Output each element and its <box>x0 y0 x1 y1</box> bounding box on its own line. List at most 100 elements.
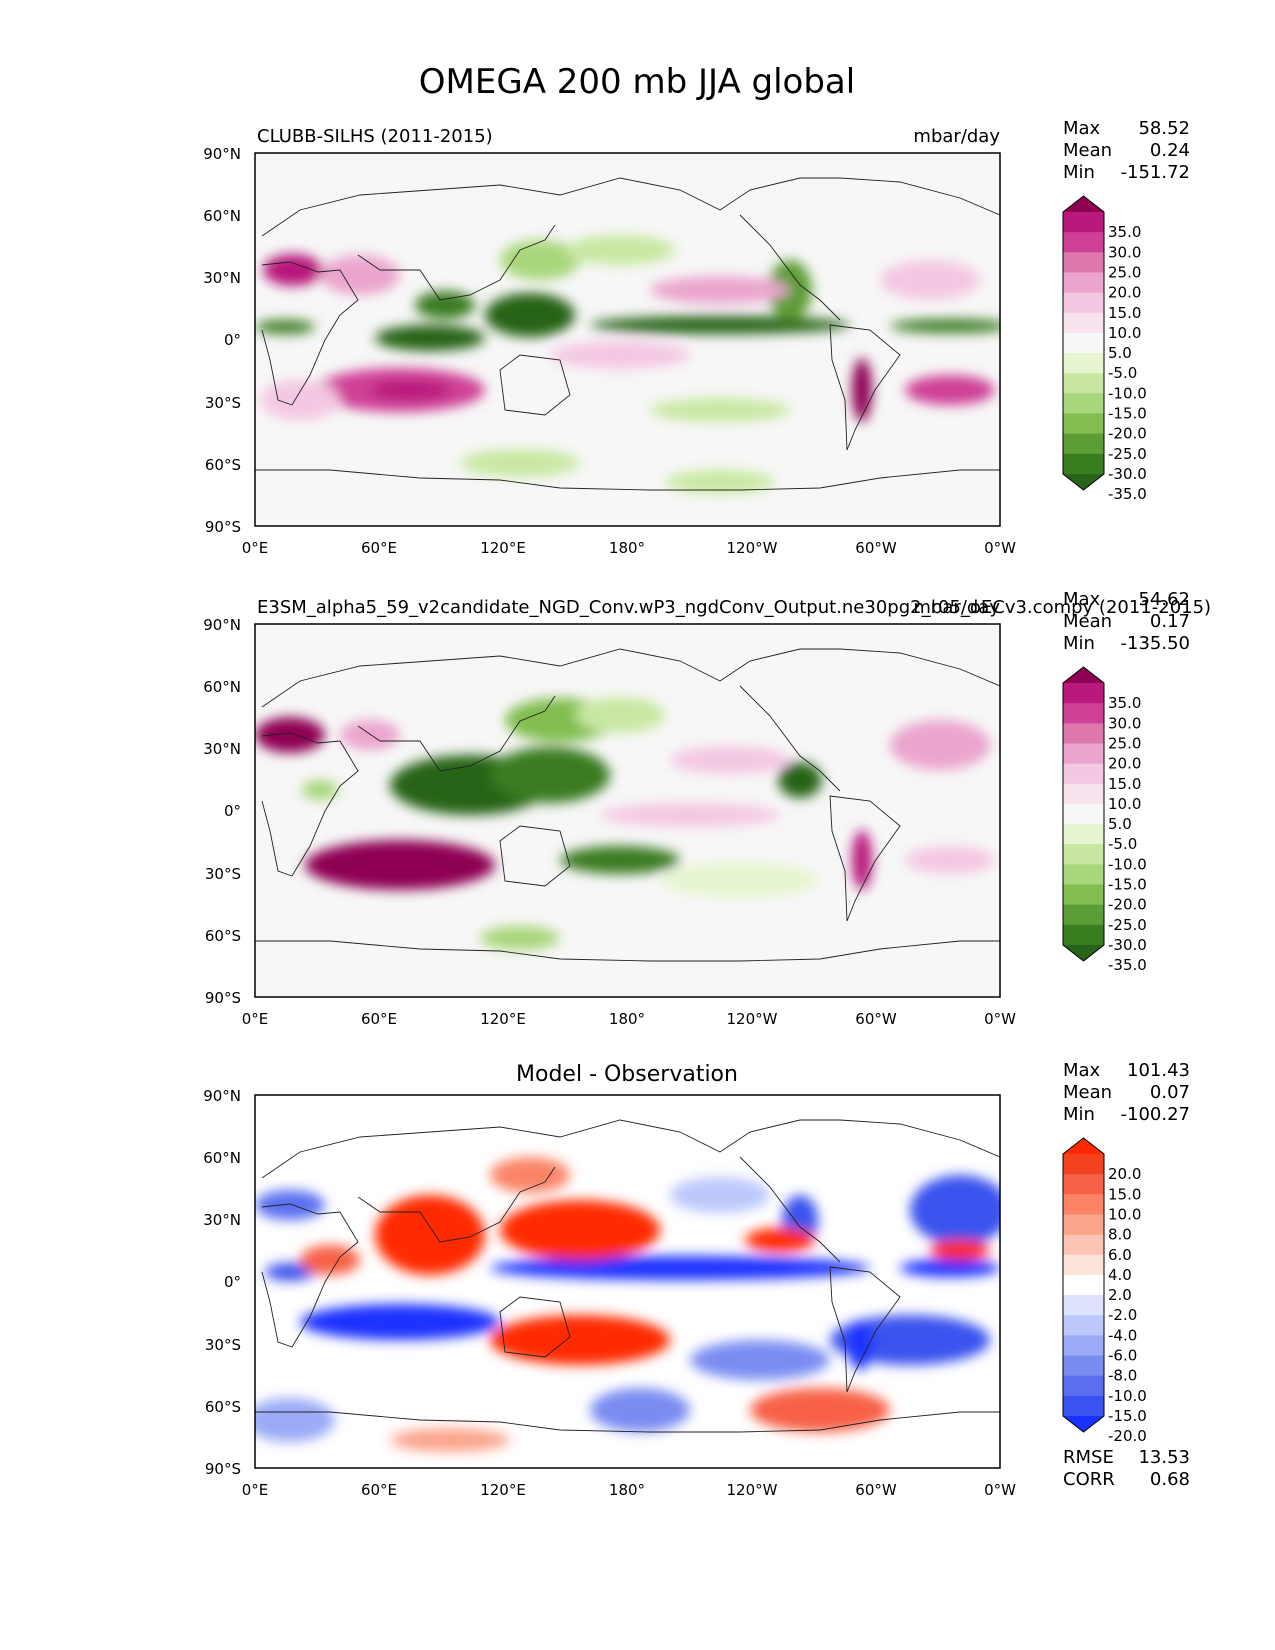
colorbar-extend-min <box>1063 1416 1104 1432</box>
upward-motion-north-pacific <box>565 235 675 265</box>
colorbar-segment <box>1063 413 1104 435</box>
colorbar-segment <box>1063 232 1104 253</box>
stat-label-mean: Mean <box>1063 611 1112 632</box>
colorbar: 20.0 15.0 10.0 8.0 6.0 4.0 2.0 -2.0 -4.0 -6.0 -8.0… <box>1062 1137 1147 1445</box>
upward-motion-south-pacific <box>650 398 790 422</box>
subsidence-south-indian-core <box>370 380 450 400</box>
stats-block: Max 54.62 Mean 0.17 Min -135.50 <box>1063 589 1190 654</box>
upward-motion-north-pacific <box>575 697 665 733</box>
subsidence-north-pacific <box>670 746 790 774</box>
subsidence-south-atlantic <box>905 375 995 405</box>
x-tick-label: 60°E <box>361 539 397 557</box>
stats-block: Max 58.52 Mean 0.24 Min -151.72 <box>1063 118 1190 183</box>
stat-label-min: Min <box>1063 633 1095 654</box>
colorbar-tick-label: -20.0 <box>1108 1427 1147 1445</box>
colorbar-tick-label: -10.0 <box>1108 855 1147 873</box>
y-axis-ticks: 90°N 60°N 30°N 0° 30°S 60°S 90°S <box>203 616 241 1007</box>
y-tick-label: 60°S <box>205 456 241 474</box>
colorbar-segment <box>1063 1375 1104 1397</box>
colorbar-segment <box>1063 803 1104 825</box>
negative-south-america <box>848 1320 872 1370</box>
subsidence-middle-east <box>340 720 400 750</box>
y-tick-label: 60°N <box>203 678 241 696</box>
colorbar-tick-label: 10.0 <box>1108 1205 1141 1223</box>
x-axis-ticks: 0°E 60°E 120°E 180° 120°W 60°W 0°W <box>242 1481 1016 1499</box>
coastlines <box>255 1119 1000 1433</box>
panel-units-label: mbar/day <box>913 597 1000 618</box>
positive-africa <box>300 1245 360 1275</box>
upward-motion-south-pacific <box>660 862 820 898</box>
x-tick-label: 120°W <box>727 1010 778 1028</box>
y-tick-label: 60°N <box>203 1149 241 1167</box>
y-tick-label: 30°N <box>203 269 241 287</box>
colorbar-segment <box>1063 1315 1104 1336</box>
colorbar-segment <box>1063 904 1104 926</box>
x-tick-label: 60°E <box>361 1010 397 1028</box>
colorbar-segment <box>1063 1214 1104 1236</box>
colorbar-segment <box>1063 1355 1104 1377</box>
colorbar-extend-min <box>1063 474 1104 490</box>
y-tick-label: 60°S <box>205 1398 241 1416</box>
colorbar-segment <box>1063 844 1104 865</box>
colorbar-segment <box>1063 1174 1104 1195</box>
stat-value-rmse: 13.53 <box>1138 1447 1190 1468</box>
stat-value-mean: 0.07 <box>1150 1082 1190 1103</box>
positive-south-pacific <box>490 1315 670 1365</box>
x-tick-label: 180° <box>609 1010 645 1028</box>
positive-central-america <box>745 1228 815 1252</box>
upward-motion-africa <box>302 780 338 800</box>
colorbar-tick-label: 2.0 <box>1108 1286 1132 1304</box>
upward-motion-warm-pool <box>490 747 610 803</box>
y-tick-label: 30°S <box>205 865 241 883</box>
colorbar-segment <box>1063 703 1104 724</box>
x-tick-label: 60°W <box>855 1010 897 1028</box>
stat-value-max: 101.43 <box>1127 1060 1190 1081</box>
y-axis-ticks: 90°N 60°N 30°N 0° 30°S 60°S 90°S <box>203 1087 241 1478</box>
y-tick-label: 30°S <box>205 1336 241 1354</box>
colorbar-segment <box>1063 373 1104 394</box>
y-tick-label: 0° <box>224 1273 241 1291</box>
colorbar-tick-label: -4.0 <box>1108 1326 1137 1344</box>
subsidence-middle-east <box>320 255 400 295</box>
colorbar-tick-label: -5.0 <box>1108 364 1137 382</box>
colorbar-segment <box>1063 1194 1104 1215</box>
rmse-corr-block: RMSE 13.53 CORR 0.68 <box>1063 1447 1190 1490</box>
subsidence-east-pacific <box>600 803 780 827</box>
colorbar-segment <box>1063 763 1104 785</box>
negative-southern-ocean <box>590 1388 690 1432</box>
colorbar-extend-max <box>1063 1138 1104 1154</box>
negative-africa <box>265 1263 315 1281</box>
colorbar-tick-label: -15.0 <box>1108 405 1147 423</box>
colorbar-segment <box>1063 683 1104 704</box>
stats-block: Max 101.43 Mean 0.07 Min -100.27 <box>1063 1060 1190 1125</box>
positive-east-asia <box>490 1157 570 1193</box>
colorbar-tick-label: 30.0 <box>1108 714 1141 732</box>
y-tick-label: 90°S <box>205 989 241 1007</box>
negative-north-atlantic <box>910 1175 1000 1245</box>
colorbar-segment <box>1063 1335 1104 1357</box>
colorbar-tick-label: 30.0 <box>1108 243 1141 261</box>
colorbar-tick-label: -8.0 <box>1108 1367 1137 1385</box>
stat-value-max: 58.52 <box>1138 118 1190 139</box>
colorbar-tick-label: -15.0 <box>1108 876 1147 894</box>
colorbar-tick-label: -25.0 <box>1108 445 1147 463</box>
colorbar-segment <box>1063 743 1104 765</box>
colorbar: 35.0 30.0 25.0 20.0 15.0 10.0 5.0 -5.0 -10.0 -15.… <box>1062 195 1147 503</box>
positive-southern-ocean <box>750 1388 890 1432</box>
y-tick-label: 30°S <box>205 394 241 412</box>
panel-center-title: Model - Observation <box>516 1062 738 1087</box>
colorbar-segment <box>1063 212 1104 233</box>
panel-test: CLUBB-SILHS (2011-2015) mbar/day <box>203 118 1190 557</box>
coastlines <box>255 648 1000 962</box>
colorbar-segment <box>1063 783 1104 805</box>
colorbar-tick-label: -30.0 <box>1108 936 1147 954</box>
subsidence-south-atlantic <box>905 846 995 874</box>
negative-west-southern <box>255 1398 335 1442</box>
colorbar-tick-label: -30.0 <box>1108 465 1147 483</box>
stat-value-min: -135.50 <box>1121 633 1190 654</box>
x-tick-label: 0°E <box>242 1481 269 1499</box>
panel-units-label: mbar/day <box>913 126 1000 147</box>
y-tick-label: 90°S <box>205 518 241 536</box>
colorbar-tick-label: -35.0 <box>1108 956 1147 974</box>
upward-motion-maritime-continent <box>485 293 575 337</box>
